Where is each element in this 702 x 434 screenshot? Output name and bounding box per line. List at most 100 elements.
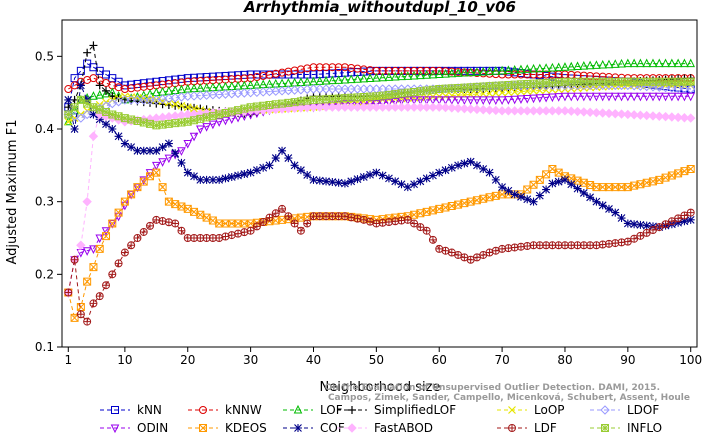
data-point xyxy=(673,58,683,68)
data-point xyxy=(447,103,457,113)
data-point xyxy=(340,212,349,221)
data-point xyxy=(586,193,595,202)
data-point xyxy=(127,143,136,152)
data-point xyxy=(623,219,632,228)
data-point xyxy=(328,178,337,187)
data-point xyxy=(384,174,393,183)
legend-item: LDOF xyxy=(590,403,659,417)
data-point xyxy=(686,77,695,86)
legend-item: COF xyxy=(283,421,345,434)
data-point xyxy=(660,82,671,93)
data-point xyxy=(127,80,136,89)
series-line xyxy=(67,168,691,320)
data-point xyxy=(365,73,375,82)
data-point xyxy=(466,67,475,77)
x-tick-label: 40 xyxy=(306,353,321,367)
data-point xyxy=(108,219,117,228)
y-tick-label: 0.2 xyxy=(35,267,54,281)
data-point xyxy=(485,96,494,106)
data-point xyxy=(378,171,387,180)
data-point xyxy=(523,87,532,96)
data-point xyxy=(548,62,557,72)
data-point xyxy=(459,103,470,114)
data-point xyxy=(542,86,551,95)
series-line xyxy=(67,95,691,293)
data-point xyxy=(133,146,142,155)
data-point xyxy=(120,114,129,123)
data-point xyxy=(491,175,500,184)
data-point xyxy=(441,67,450,76)
data-point xyxy=(428,66,437,75)
data-point xyxy=(667,83,677,93)
data-point xyxy=(290,219,299,228)
data-point xyxy=(616,109,627,119)
data-point xyxy=(372,73,381,82)
data-point xyxy=(95,292,104,301)
series-line xyxy=(68,84,691,123)
data-point xyxy=(491,96,501,106)
data-point xyxy=(102,120,111,129)
data-point xyxy=(152,146,161,155)
data-point xyxy=(680,217,689,226)
data-point xyxy=(233,81,243,90)
y-tick-label: 0.1 xyxy=(35,340,54,354)
legend-item: KDEOS xyxy=(188,421,267,434)
data-point xyxy=(89,110,98,119)
data-point xyxy=(164,218,173,227)
data-point xyxy=(296,226,305,235)
data-point xyxy=(315,176,324,185)
legend-label: kNN xyxy=(137,403,162,417)
data-point xyxy=(333,102,344,112)
data-point xyxy=(133,83,142,92)
data-point xyxy=(598,59,608,69)
data-point xyxy=(516,192,525,201)
data-point xyxy=(340,74,350,84)
data-point xyxy=(328,75,337,85)
data-point xyxy=(64,85,73,94)
data-point xyxy=(403,215,412,224)
data-point xyxy=(139,227,148,236)
data-point xyxy=(579,61,589,70)
data-point xyxy=(522,94,532,104)
series-line xyxy=(67,63,691,122)
data-point xyxy=(290,161,299,170)
legend-label: LOF xyxy=(320,403,343,417)
data-point xyxy=(441,96,450,106)
data-point xyxy=(579,188,588,197)
data-point xyxy=(139,146,148,155)
data-point xyxy=(347,213,356,222)
data-point xyxy=(567,180,576,189)
data-point xyxy=(673,83,683,94)
data-point xyxy=(346,84,356,94)
data-point xyxy=(642,92,652,102)
data-point xyxy=(202,113,211,122)
data-point xyxy=(221,116,230,126)
data-point xyxy=(661,58,670,68)
data-point xyxy=(139,94,148,103)
data-point xyxy=(327,84,338,94)
data-point xyxy=(397,66,406,75)
x-tick-label: 50 xyxy=(369,353,384,367)
data-point xyxy=(572,106,583,117)
legend-marker xyxy=(110,424,120,434)
data-point xyxy=(428,96,438,106)
data-point xyxy=(523,70,532,79)
data-point xyxy=(472,161,481,170)
data-point xyxy=(479,89,488,98)
data-point xyxy=(190,104,198,113)
data-point xyxy=(126,95,136,105)
data-point xyxy=(215,110,224,119)
data-point xyxy=(686,164,695,173)
data-point xyxy=(114,132,123,141)
data-point xyxy=(667,58,677,68)
data-point xyxy=(384,102,394,112)
data-point xyxy=(64,110,73,119)
series-line xyxy=(67,83,691,228)
data-point xyxy=(503,106,514,116)
data-point xyxy=(554,93,563,102)
x-tick-label: 10 xyxy=(117,353,132,367)
series-layer xyxy=(63,41,696,326)
data-point xyxy=(259,101,268,110)
data-point xyxy=(265,101,274,110)
